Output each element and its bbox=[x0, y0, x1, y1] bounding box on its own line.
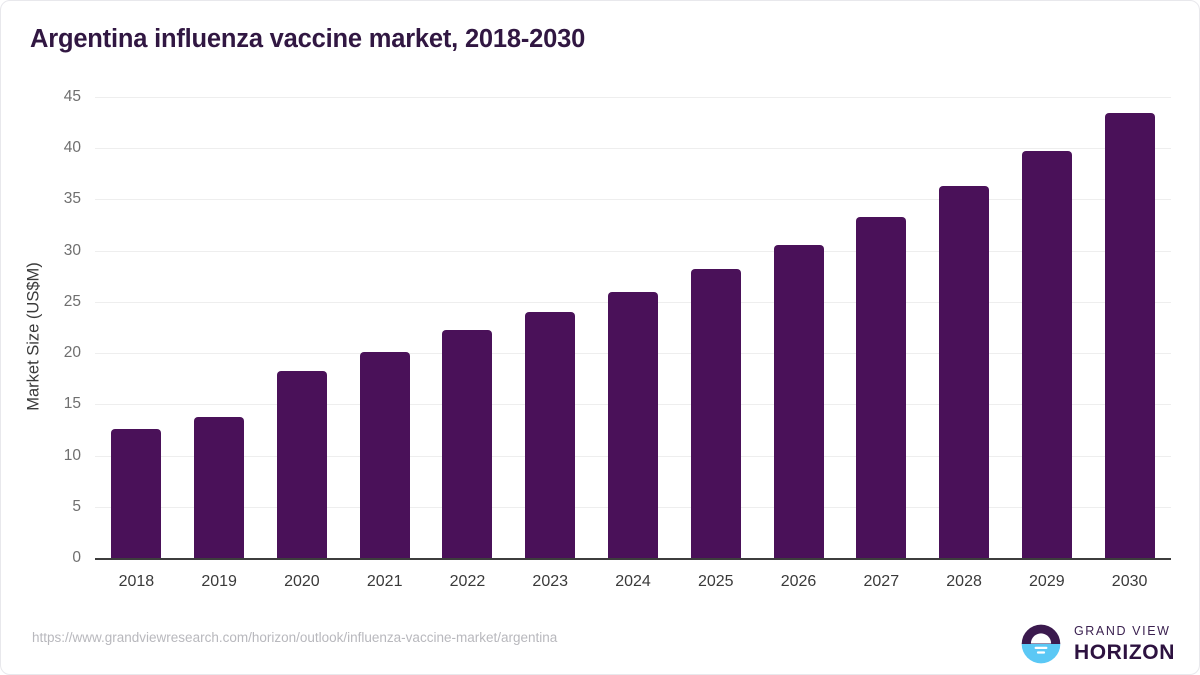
bars-container: 2018 2019 2020 2021 2022 2023 2024 2025 2026 2027… bbox=[95, 1, 1171, 674]
x-axis-tick-label: 2030 bbox=[1111, 573, 1148, 590]
bar[interactable] bbox=[607, 291, 658, 558]
bar-group: 2020 bbox=[261, 1, 344, 674]
x-axis-tick-label: 2026 bbox=[780, 573, 817, 590]
brand-name-line1: GRAND VIEW bbox=[1073, 624, 1171, 639]
y-axis-tick-label: 10 bbox=[63, 446, 81, 464]
y-axis-tick-label: 30 bbox=[63, 241, 81, 259]
bar-group: 2021 bbox=[343, 1, 426, 674]
page-title: Argentina influenza vaccine market, 2018… bbox=[30, 25, 586, 53]
y-axis-tick-label: 40 bbox=[63, 139, 81, 157]
bar[interactable] bbox=[939, 186, 990, 558]
bar[interactable] bbox=[1104, 113, 1155, 558]
x-axis-tick-label: 2019 bbox=[201, 573, 237, 590]
gridline bbox=[95, 97, 1171, 98]
bar[interactable] bbox=[276, 370, 327, 558]
bar-group: 2026 bbox=[757, 1, 840, 674]
y-axis-tick-label: 20 bbox=[63, 344, 81, 362]
bar-group: 2029 bbox=[1005, 1, 1088, 674]
bar-group: 2030 bbox=[1088, 1, 1171, 674]
bar-group: 2027 bbox=[840, 1, 923, 674]
x-axis-tick-label: 2029 bbox=[1029, 573, 1065, 590]
gridline bbox=[95, 199, 1171, 201]
brand-logo: GRAND VIEW HORIZON bbox=[1018, 621, 1175, 667]
x-axis-tick-label: 2028 bbox=[946, 573, 982, 590]
bar[interactable] bbox=[773, 244, 824, 558]
y-axis-tick-label: 25 bbox=[63, 292, 81, 310]
x-axis-tick-label: 2027 bbox=[863, 573, 900, 590]
horizon-sun-circle-icon bbox=[1021, 624, 1061, 664]
bar[interactable] bbox=[442, 329, 493, 558]
bar-group: 2025 bbox=[674, 1, 757, 674]
x-axis-tick-label: 2020 bbox=[284, 573, 320, 590]
bar[interactable] bbox=[359, 352, 410, 558]
bar-group: 2023 bbox=[509, 1, 592, 674]
y-axis-tick-label: 15 bbox=[63, 395, 81, 413]
bar-group: 2024 bbox=[592, 1, 675, 674]
bar[interactable] bbox=[1021, 151, 1072, 558]
y-axis-tick-label: 5 bbox=[72, 497, 81, 515]
bar-group: 2022 bbox=[426, 1, 509, 674]
x-axis-tick-label: 2018 bbox=[118, 573, 155, 590]
y-axis-tick-label: 0 bbox=[72, 549, 81, 566]
x-axis-line bbox=[95, 558, 1171, 560]
x-axis-tick-label: 2025 bbox=[697, 573, 734, 590]
source-url[interactable]: https://www.grandviewresearch.com/horizo… bbox=[32, 630, 558, 645]
y-axis-tick-label: 35 bbox=[63, 190, 81, 208]
brand-logo-text: GRAND VIEW HORIZON bbox=[1074, 625, 1175, 663]
x-axis-tick-label: 2021 bbox=[366, 573, 403, 590]
bar[interactable] bbox=[525, 312, 576, 558]
brand-name-line2: HORIZON bbox=[1073, 640, 1175, 664]
bar[interactable] bbox=[856, 216, 907, 558]
y-axis-title: Market Size (US$M) bbox=[24, 262, 43, 411]
bar[interactable] bbox=[194, 416, 245, 558]
x-axis-tick-label: 2023 bbox=[532, 573, 569, 590]
gridline bbox=[95, 250, 1171, 252]
y-axis-tick-label: 45 bbox=[63, 88, 81, 105]
gridline bbox=[95, 148, 1171, 150]
bar-group: 2028 bbox=[923, 1, 1006, 674]
bar[interactable] bbox=[690, 269, 741, 558]
bar[interactable] bbox=[111, 428, 162, 558]
bar-group: 2018 bbox=[95, 1, 178, 674]
bar-group: 2019 bbox=[178, 1, 261, 674]
y-axis: Market Size (US$M) 0 5 10 15 20 25 30 35 40 45 bbox=[1, 1, 95, 674]
x-axis-tick-label: 2022 bbox=[449, 573, 486, 590]
x-axis-tick-label: 2024 bbox=[615, 573, 651, 590]
